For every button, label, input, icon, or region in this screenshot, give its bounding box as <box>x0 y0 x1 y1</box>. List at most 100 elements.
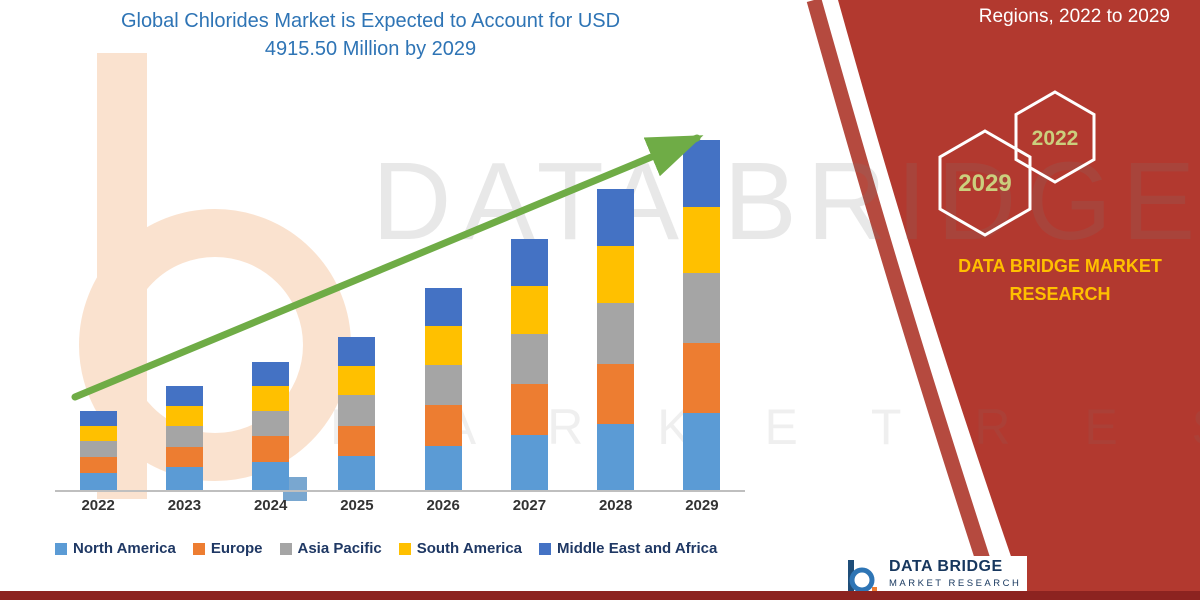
chart-title: Global Chlorides Market is Expected to A… <box>48 7 693 64</box>
bar-segment <box>252 410 290 437</box>
stacked-bar-2029 <box>683 140 721 490</box>
x-axis-label: 2024 <box>253 497 288 514</box>
bar-segment <box>510 334 548 385</box>
bar-column-2023 <box>141 132 227 490</box>
bar-segment <box>252 461 290 490</box>
legend-swatch <box>192 542 205 555</box>
bar-segment <box>252 386 290 411</box>
bar-segment <box>683 140 721 207</box>
bar-segment <box>79 472 117 490</box>
legend-item: Europe <box>192 540 263 557</box>
bar-segment <box>597 303 635 364</box>
x-axis-labels: 2022 2023 2024 2025 2026 2027 2028 2029 <box>55 497 745 514</box>
brand-text: DATA BRIDGE MARKET RESEARCH <box>935 253 1185 309</box>
bar-segment <box>683 413 721 490</box>
bar-segment <box>424 287 462 327</box>
legend-label: Europe <box>210 540 263 557</box>
right-panel-caption: Regions, 2022 to 2029 <box>978 6 1170 27</box>
footer-logo-subtitle: MARKET RESEARCH <box>889 578 1022 589</box>
legend-swatch <box>279 542 292 555</box>
watermark-market-research: M A R K E T R E S E A R C H <box>330 399 1200 455</box>
hexagon-year-right: 2022 <box>1032 127 1079 150</box>
brand-text-line1: DATA BRIDGE MARKET <box>958 256 1162 276</box>
bar-segment <box>683 343 721 414</box>
bar-column-2025 <box>314 132 400 490</box>
bar-segment <box>597 363 635 424</box>
hexagon-2029 <box>938 129 1032 237</box>
databridge-logo-icon <box>848 560 877 593</box>
bar-segment <box>79 456 117 473</box>
bar-segment <box>79 441 117 457</box>
x-axis-label: 2029 <box>685 497 719 514</box>
bar-segment <box>597 189 635 247</box>
bar-segment <box>165 386 203 407</box>
x-axis-label: 2026 <box>426 497 460 514</box>
x-axis-label: 2023 <box>167 497 202 514</box>
bar-segment <box>338 425 376 457</box>
stacked-bar-2028 <box>597 189 635 490</box>
stacked-bar-2027 <box>510 238 548 490</box>
bar-segment <box>597 246 635 304</box>
bar-column-2028 <box>573 132 659 490</box>
bar-column-2027 <box>486 132 572 490</box>
bar-segment <box>165 406 203 426</box>
bar-segment <box>510 286 548 335</box>
legend-swatch <box>55 542 67 555</box>
bar-segment <box>510 434 548 490</box>
bar-segment <box>79 426 117 442</box>
bar-column-2026 <box>400 132 486 490</box>
bar-segment <box>510 384 548 435</box>
bar-segment <box>252 436 290 462</box>
legend-label: North America <box>73 540 176 557</box>
bar-segment <box>165 467 203 490</box>
bar-segment <box>424 405 462 446</box>
legend-item: Middle East and Africa <box>539 540 717 557</box>
legend-item: South America <box>398 540 523 557</box>
hexagon-2022 <box>1014 90 1096 184</box>
stacked-bar-2026 <box>424 287 462 490</box>
x-axis-label: 2022 <box>81 497 115 514</box>
stacked-bar-2025 <box>338 337 376 490</box>
bar-column-2022 <box>55 132 141 490</box>
x-axis-label: 2025 <box>340 497 374 514</box>
bar-segment <box>338 395 376 426</box>
legend-swatch <box>398 542 411 555</box>
bar-segment <box>165 425 203 447</box>
bar-segment <box>510 238 548 287</box>
x-axis-label: 2028 <box>598 497 633 514</box>
chart-legend: North America Europe Asia Pacific South Ame… <box>55 540 717 557</box>
bar-column-2024 <box>228 132 314 490</box>
footer-logo-name: DATA BRIDGE <box>889 558 1003 575</box>
bar-segment <box>424 364 462 406</box>
bar-segment <box>683 273 721 344</box>
legend-label: Middle East and Africa <box>557 540 718 557</box>
bar-segment <box>338 337 376 367</box>
bar-segment <box>424 445 462 490</box>
bar-segment <box>338 366 376 396</box>
legend-label: South America <box>416 540 523 557</box>
legend-swatch <box>539 542 552 555</box>
year-hexagons: 2029 2022 <box>938 90 1096 237</box>
bar-segment <box>424 326 462 365</box>
bar-segment <box>597 423 635 490</box>
stacked-bar-2023 <box>165 386 203 490</box>
legend-item: Asia Pacific <box>279 540 382 557</box>
databridge-footer-logo: DATA BRIDGE MARKET RESEARCH <box>843 556 1028 594</box>
bar-segment <box>683 206 721 274</box>
brand-text-line2: RESEARCH <box>1009 283 1111 304</box>
chart-title-line1: Global Chlorides Market is Expected to A… <box>120 10 621 32</box>
bar-segment <box>338 456 376 490</box>
legend-label: Asia Pacific <box>297 540 382 557</box>
stacked-bar-chart <box>55 132 745 492</box>
stacked-bar-2024 <box>252 361 290 490</box>
bar-segment <box>79 411 117 427</box>
bar-column-2029 <box>659 132 745 490</box>
hexagon-year-left: 2029 <box>958 170 1011 197</box>
bar-segment <box>252 361 290 387</box>
legend-item: North America <box>55 540 176 557</box>
footer-bar <box>0 591 1200 600</box>
x-axis-label: 2027 <box>512 497 547 514</box>
chart-title-line2: 4915.50 Million by 2029 <box>264 38 477 61</box>
stacked-bar-2022 <box>79 411 117 490</box>
